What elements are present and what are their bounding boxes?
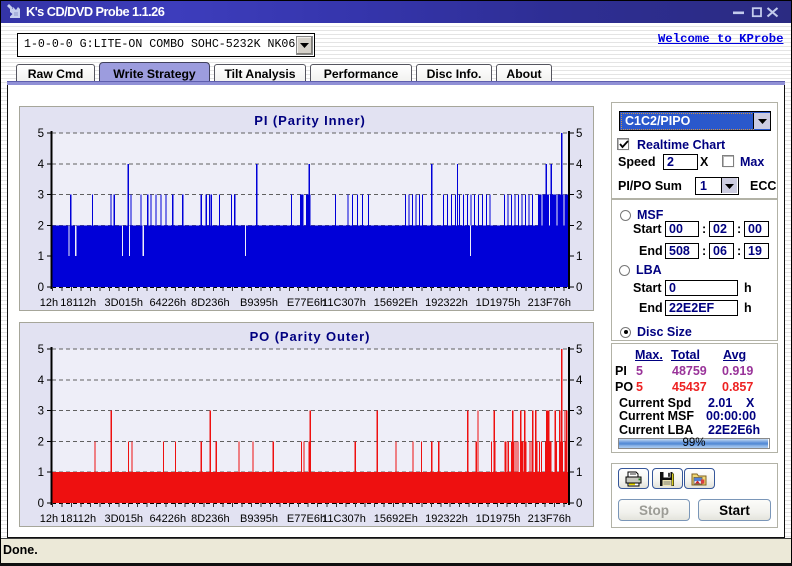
svg-text:B9395h: B9395h	[240, 513, 278, 525]
svg-text:0: 0	[576, 282, 582, 294]
svg-text:11C307h: 11C307h	[322, 297, 366, 309]
svg-text:4: 4	[38, 159, 45, 171]
svg-text:0: 0	[38, 498, 44, 510]
svg-text:8D236h: 8D236h	[191, 297, 230, 309]
svg-text:3: 3	[38, 190, 44, 202]
svg-text:1D1975h: 1D1975h	[476, 297, 521, 309]
svg-text:15692Eh: 15692Eh	[374, 513, 418, 525]
svg-text:1: 1	[38, 251, 44, 263]
svg-text:E77E6h: E77E6h	[287, 513, 326, 525]
svg-text:2: 2	[576, 220, 582, 232]
svg-text:4: 4	[576, 159, 583, 171]
svg-text:64226h: 64226h	[149, 513, 186, 525]
svg-text:2: 2	[576, 436, 582, 448]
svg-text:PO (Parity Outer): PO (Parity Outer)	[250, 329, 371, 344]
svg-text:3D015h: 3D015h	[105, 297, 144, 309]
svg-text:3D015h: 3D015h	[105, 513, 144, 525]
svg-text:12h: 12h	[40, 513, 58, 525]
svg-text:4: 4	[38, 375, 45, 387]
svg-text:12h: 12h	[40, 297, 58, 309]
svg-text:15692Eh: 15692Eh	[374, 297, 418, 309]
svg-text:4: 4	[576, 375, 583, 387]
svg-text:1: 1	[576, 251, 582, 263]
svg-text:213F76h: 213F76h	[528, 297, 571, 309]
svg-text:5: 5	[576, 344, 582, 356]
svg-text:18112h: 18112h	[60, 297, 96, 309]
svg-text:2: 2	[38, 220, 44, 232]
svg-text:5: 5	[38, 344, 44, 356]
svg-text:0: 0	[576, 498, 582, 510]
svg-text:1D1975h: 1D1975h	[476, 513, 521, 525]
svg-text:1: 1	[38, 467, 44, 479]
svg-text:0: 0	[38, 282, 44, 294]
svg-text:B9395h: B9395h	[240, 297, 278, 309]
svg-text:8D236h: 8D236h	[191, 513, 230, 525]
svg-text:192322h: 192322h	[425, 297, 468, 309]
svg-text:11C307h: 11C307h	[322, 513, 366, 525]
svg-text:3: 3	[576, 406, 582, 418]
svg-text:213F76h: 213F76h	[528, 513, 571, 525]
svg-text:18112h: 18112h	[60, 513, 96, 525]
svg-text:E77E6h: E77E6h	[287, 297, 326, 309]
svg-text:3: 3	[38, 406, 44, 418]
svg-text:5: 5	[576, 128, 582, 140]
svg-text:64226h: 64226h	[149, 297, 186, 309]
svg-text:1: 1	[576, 467, 582, 479]
svg-text:PI (Parity Inner): PI (Parity Inner)	[254, 113, 365, 128]
svg-text:192322h: 192322h	[425, 513, 468, 525]
svg-text:2: 2	[38, 436, 44, 448]
svg-text:5: 5	[38, 128, 44, 140]
svg-text:3: 3	[576, 190, 582, 202]
